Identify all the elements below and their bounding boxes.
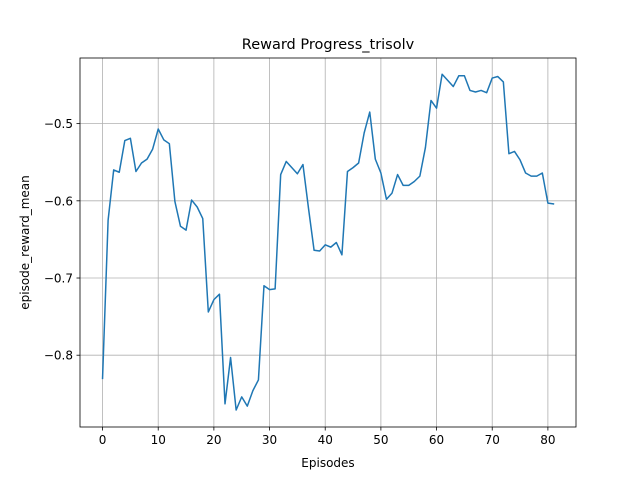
x-tick-label: 80 [540,433,555,447]
x-tick-label: 60 [429,433,444,447]
series-line [101,73,555,411]
y-tick-label: −0.8 [44,349,73,363]
plot-frame [79,57,577,428]
x-tick-label: 30 [262,433,277,447]
y-tick-label: −0.7 [44,272,73,286]
x-tick-label: 50 [373,433,388,447]
y-axis-title: episode_reward_mean [18,175,32,310]
x-axis-title: Episodes [301,456,354,470]
x-tick-label: 40 [318,433,333,447]
x-axis: 0 10 20 30 40 50 60 70 80 [99,427,556,447]
y-axis: −0.8 −0.7 −0.6 −0.5 [44,117,80,363]
x-tick-label: 20 [206,433,221,447]
y-tick-label: −0.5 [44,117,73,131]
series-group [101,73,555,411]
gridlines [80,58,576,427]
x-tick-label: 70 [485,433,500,447]
chart-title: Reward Progress_trisolv [242,37,415,53]
y-tick-label: −0.6 [44,194,73,208]
x-tick-label: 0 [99,433,107,447]
x-tick-label: 10 [151,433,166,447]
